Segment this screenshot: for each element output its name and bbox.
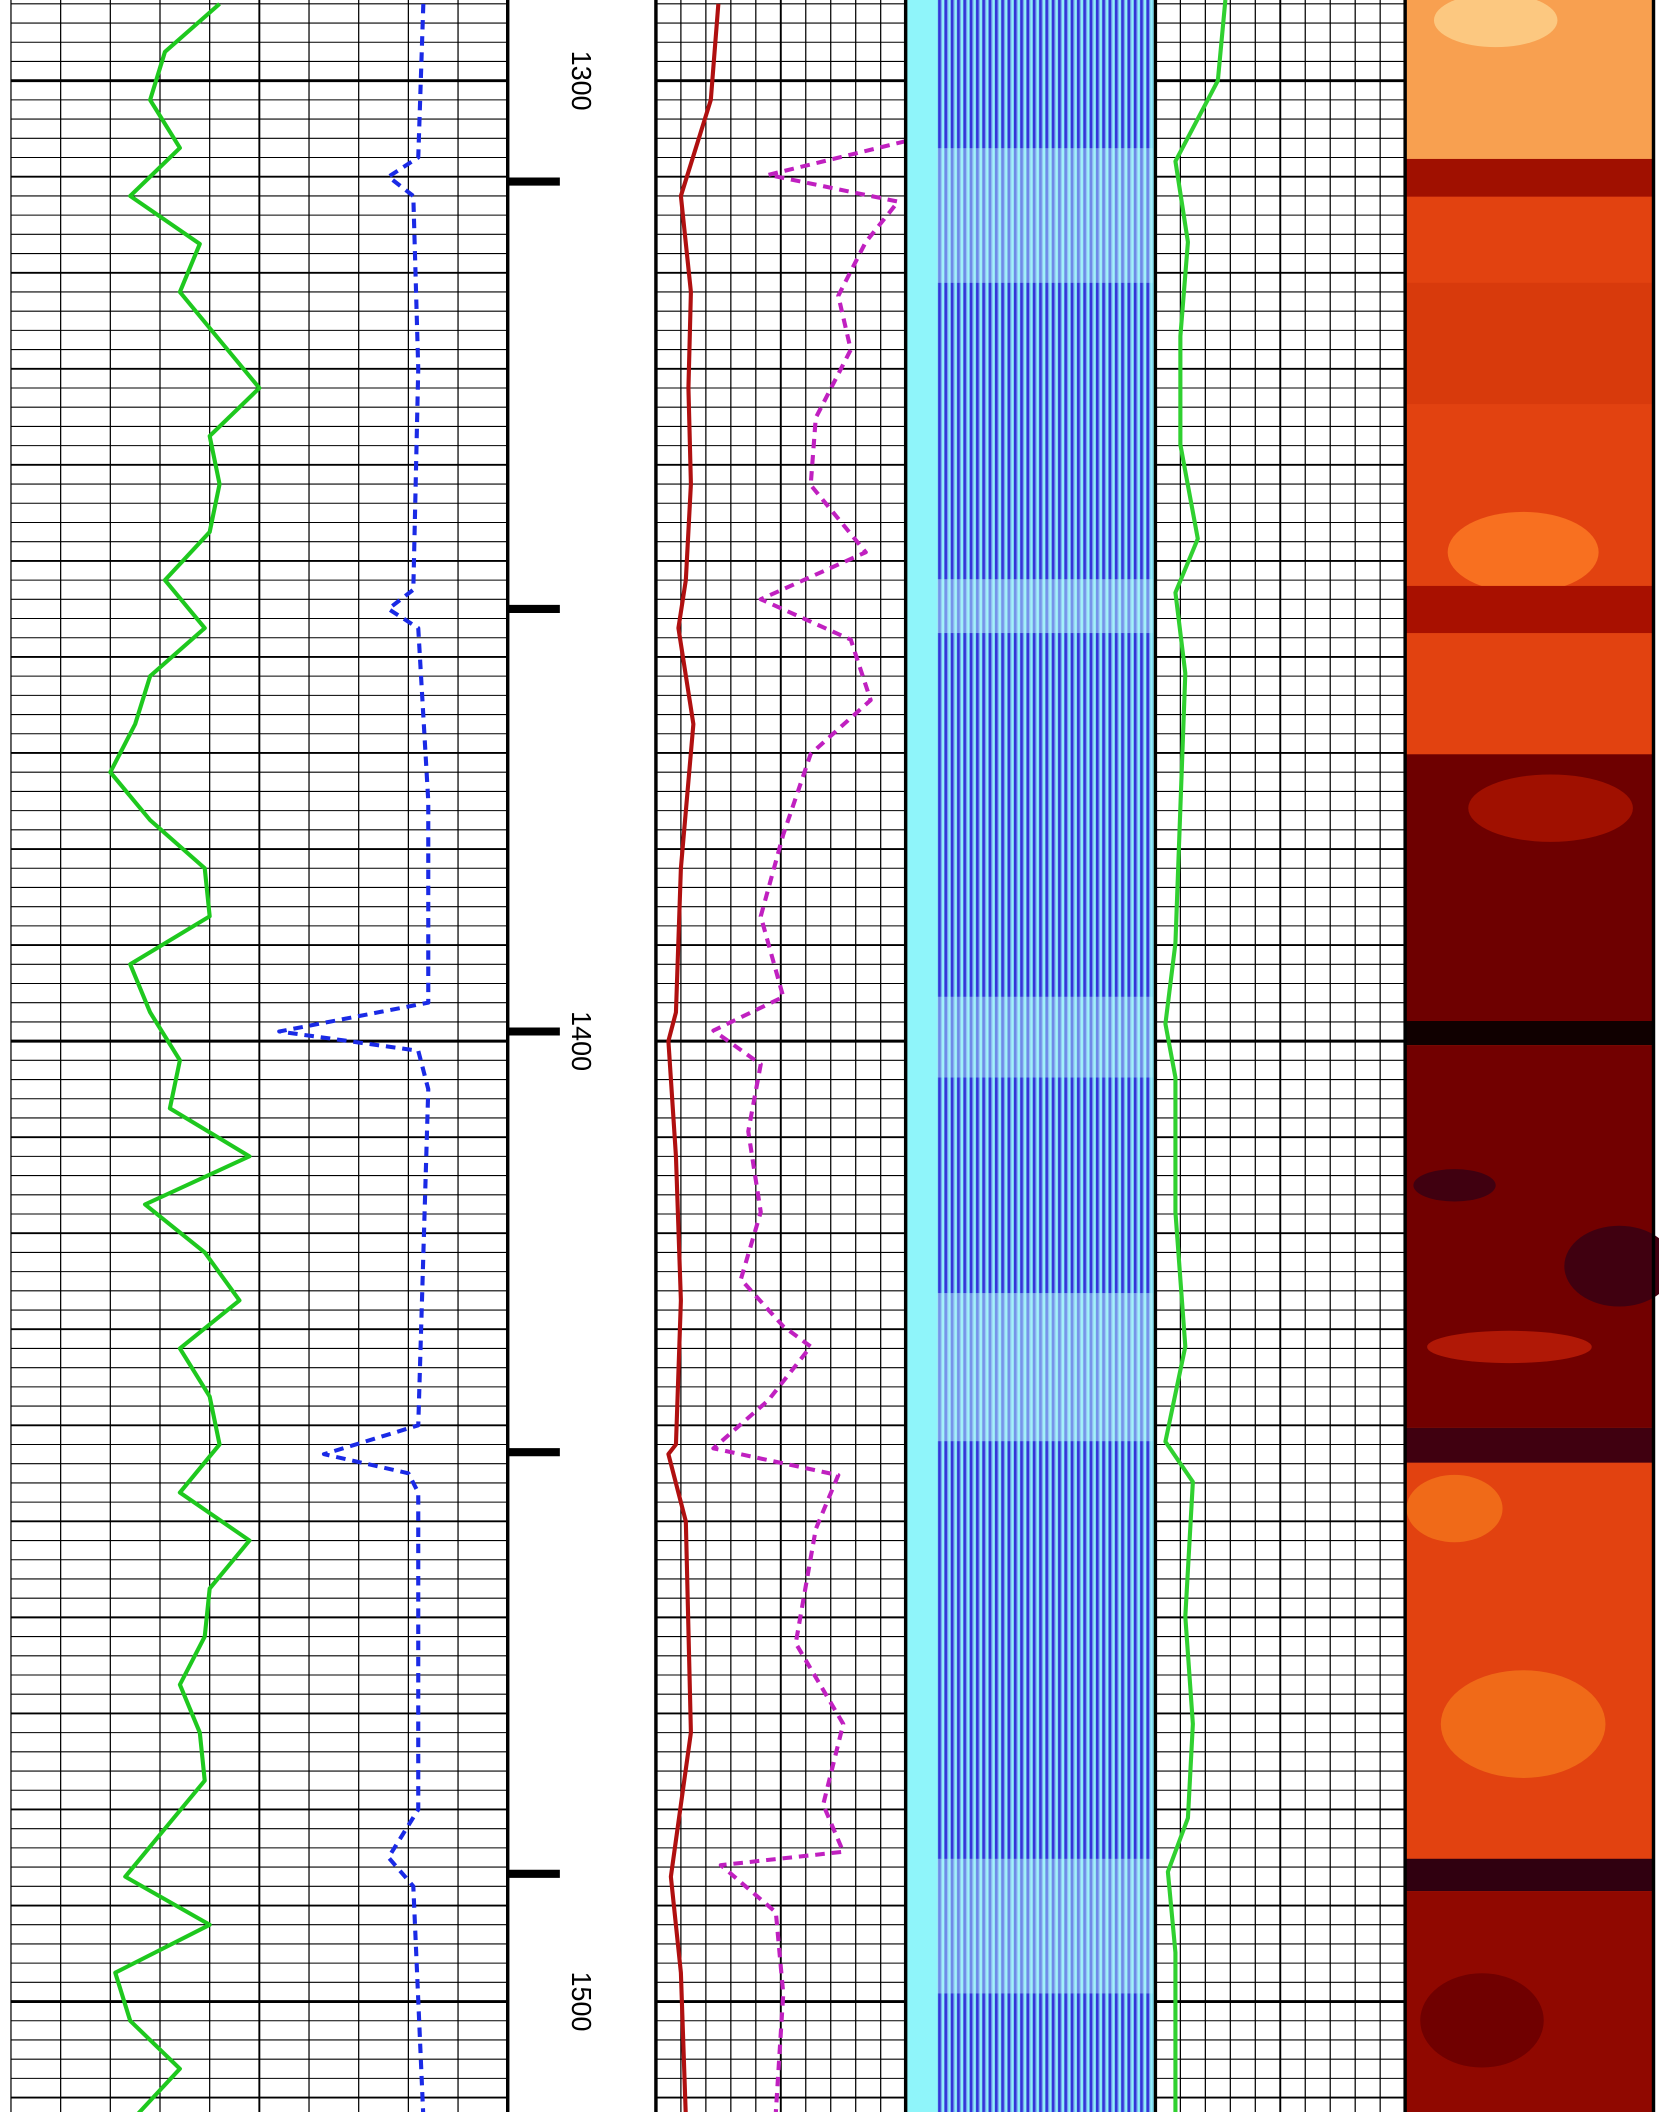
depth-label: 1400: [566, 1011, 597, 1071]
acoustic-image-track: [905, 0, 1156, 2112]
log-curve: [1163, 0, 1228, 2112]
log-curve: [108, 2, 262, 2112]
track-borders: [506, 0, 1656, 2112]
depth-label: 1300: [566, 51, 597, 111]
data-layer: 1300 1400 1500: [108, 0, 1228, 2112]
depth-label: 1500: [566, 1972, 597, 2032]
resistivity-image-track: [1405, 0, 1659, 2112]
track-grid: [10, 0, 1406, 2112]
log-curve: [277, 3, 431, 2112]
log-curve: [666, 3, 721, 2112]
log-curve: [711, 139, 907, 2112]
